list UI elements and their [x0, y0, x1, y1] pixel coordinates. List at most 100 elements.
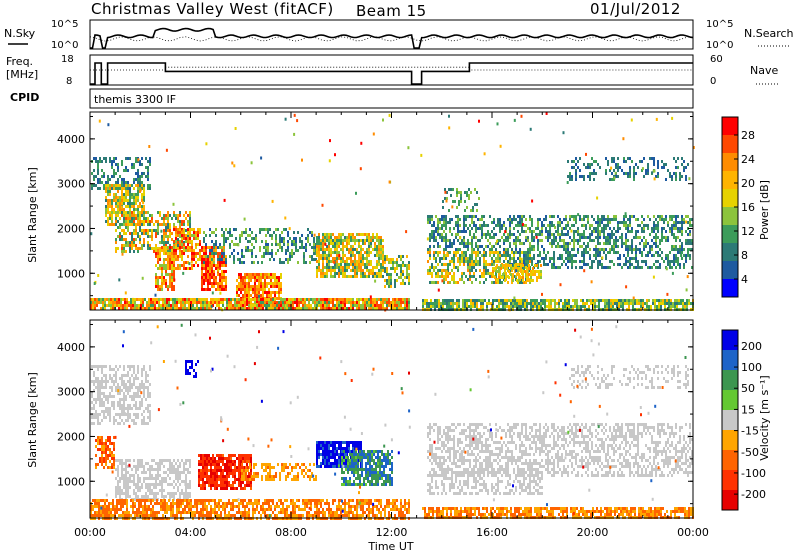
heatmap-cell	[211, 252, 213, 255]
heatmap-cell	[529, 248, 531, 251]
heatmap-cell	[256, 307, 258, 310]
heatmap-cell	[159, 267, 161, 270]
heatmap-cell	[573, 160, 575, 163]
heatmap-cell	[492, 273, 494, 276]
heatmap-cell	[236, 288, 238, 291]
heatmap-cell	[364, 307, 366, 310]
heatmap-cell	[649, 218, 651, 221]
heatmap-cell	[392, 267, 394, 270]
heatmap-cell	[177, 214, 179, 217]
heatmap-cell	[434, 299, 436, 302]
heatmap-cell	[496, 305, 498, 308]
heatmap-cell	[281, 231, 283, 234]
heatmap-cell	[629, 166, 631, 169]
heatmap-cell	[336, 254, 338, 257]
heatmap-cell	[125, 184, 127, 187]
heatmap-cell	[372, 132, 375, 136]
heatmap-cell	[540, 299, 542, 302]
heatmap-cell	[669, 218, 671, 221]
heatmap-cell	[246, 294, 248, 297]
heatmap-cell	[642, 299, 644, 302]
heatmap-cell	[537, 227, 539, 230]
heatmap-cell	[580, 305, 582, 308]
heatmap-cell	[504, 305, 506, 308]
freq-panel	[89, 54, 694, 86]
heatmap-cell	[180, 301, 182, 304]
heatmap-cell	[613, 176, 616, 180]
heatmap-cell	[468, 305, 470, 308]
heatmap-cell	[512, 273, 514, 276]
heatmap-cell	[195, 255, 197, 258]
heatmap-cell	[111, 223, 113, 226]
heatmap-cell	[318, 301, 320, 304]
heatmap-cell	[179, 226, 181, 229]
heatmap-cell	[115, 214, 117, 217]
heatmap-cell	[282, 301, 284, 304]
heatmap-cell	[105, 160, 107, 163]
heatmap-cell	[625, 260, 627, 263]
heatmap-cell	[537, 245, 539, 248]
heatmap-cell	[352, 260, 354, 263]
heatmap-cell	[166, 307, 168, 310]
heatmap-cell	[675, 248, 677, 251]
heatmap-cell	[448, 188, 450, 191]
heatmap-cell	[563, 227, 565, 230]
heatmap-cell	[133, 163, 135, 166]
heatmap-cell	[159, 214, 161, 217]
heatmap-cell	[538, 276, 540, 279]
heatmap-cell	[492, 302, 494, 305]
heatmap-cell	[314, 298, 316, 301]
heatmap-cell	[443, 215, 445, 218]
heatmap-cell	[348, 275, 350, 278]
heatmap-cell	[342, 239, 344, 242]
heatmap-cell	[499, 281, 501, 284]
nsearch-tick-bottom: 10^0	[706, 40, 733, 51]
heatmap-cell	[115, 163, 117, 166]
heatmap-cell	[616, 299, 618, 302]
heatmap-cell	[687, 221, 689, 224]
heatmap-cell	[617, 263, 619, 266]
heatmap-cell	[597, 163, 599, 166]
heatmap-cell	[597, 263, 599, 266]
heatmap-cell	[356, 298, 358, 301]
heatmap-cell	[635, 257, 637, 260]
heatmap-cell	[605, 224, 607, 227]
heatmap-cell	[445, 272, 447, 275]
heatmap-cell	[537, 239, 539, 242]
heatmap-cell	[457, 248, 459, 251]
heatmap-cell	[455, 266, 457, 269]
heatmap-cell	[139, 163, 141, 166]
heatmap-cell	[107, 220, 109, 223]
heatmap-cell	[248, 282, 250, 285]
heatmap-cell	[641, 160, 643, 163]
heatmap-cell	[219, 273, 221, 276]
heatmap-cell	[683, 263, 685, 266]
heatmap-cell	[442, 206, 444, 209]
heatmap-cell	[611, 248, 613, 251]
heatmap-cell	[496, 122, 499, 126]
heatmap-cell	[559, 224, 561, 227]
heatmap-cell	[651, 157, 653, 160]
heatmap-cell	[131, 297, 134, 301]
heatmap-cell	[336, 260, 338, 263]
heatmap-cell	[211, 285, 213, 288]
heatmap-cell	[338, 307, 340, 310]
heatmap-cell	[330, 298, 332, 301]
heatmap-cell	[155, 235, 157, 238]
heatmap-cell	[390, 282, 392, 285]
heatmap-cell	[376, 245, 378, 248]
heatmap-cell	[348, 257, 350, 260]
heatmap-cell	[439, 275, 441, 278]
heatmap-cell	[589, 233, 591, 236]
heatmap-cell	[264, 291, 266, 294]
heatmap-cell	[459, 260, 461, 263]
heatmap-cell	[467, 215, 469, 218]
heatmap-cell	[320, 298, 322, 301]
heatmap-cell	[289, 237, 291, 240]
heatmap-cell	[609, 221, 611, 224]
heatmap-cell	[141, 157, 143, 160]
heatmap-cell	[318, 248, 320, 251]
heatmap-cell	[328, 159, 331, 163]
heatmap-cell	[142, 304, 144, 307]
heatmap-cell	[625, 263, 627, 266]
